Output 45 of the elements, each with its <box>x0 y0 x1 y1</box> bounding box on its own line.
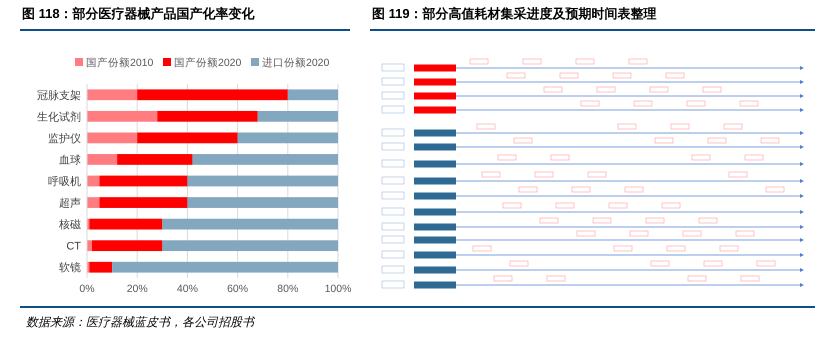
text: 图 119：部分高值耗材集采进度及预期时间表整理 <box>372 6 657 21</box>
y-tick-label: 监护仪 <box>48 132 81 145</box>
x-tick-label: 60% <box>227 283 248 295</box>
y-tick-label: 冠脉支架 <box>37 88 81 102</box>
y-tick-label: 超声 <box>59 196 81 210</box>
legend-label: 国产份额2010 <box>86 56 154 69</box>
bar <box>162 218 338 230</box>
bar <box>87 176 100 186</box>
y-tick-label: 生化试剂 <box>37 110 81 124</box>
y-tick-label: CT <box>66 240 82 253</box>
bar <box>137 89 288 100</box>
bar <box>288 89 338 100</box>
bar <box>162 240 338 252</box>
chart-title: 图 118：部分医疗器械产品国产化率变化 <box>22 6 256 21</box>
x-tick-label: 100% <box>324 283 352 295</box>
bar <box>258 110 338 122</box>
bar <box>90 218 162 230</box>
y-tick-label: 呼吸机 <box>48 175 81 188</box>
legend-label: 进口份额2020 <box>262 56 330 69</box>
x-tick-label: 0% <box>79 283 95 295</box>
x-tick-label: 80% <box>277 283 298 295</box>
x-tick-label: 20% <box>126 283 148 295</box>
x-tick-label: 40% <box>176 283 198 295</box>
bar <box>117 154 192 165</box>
bar <box>92 240 162 252</box>
source-note: 数据来源：医疗器械蓝皮书，各公司招股书 <box>26 315 256 329</box>
bar <box>87 154 118 165</box>
legend-label: 国产份额2020 <box>174 56 242 69</box>
bar <box>87 132 138 144</box>
bar <box>87 197 100 208</box>
bar <box>157 110 258 122</box>
y-tick-label: 血球 <box>59 153 81 166</box>
bar <box>238 132 338 144</box>
bar <box>192 154 338 165</box>
bar <box>187 176 338 186</box>
bar <box>90 262 112 273</box>
bar <box>87 89 138 100</box>
bar <box>137 132 238 144</box>
y-tick-label: 软镜 <box>59 261 81 274</box>
bar <box>87 110 158 122</box>
bar <box>100 176 188 186</box>
y-tick-label: 核磁 <box>58 218 81 232</box>
bar <box>100 197 188 208</box>
bar <box>112 262 338 273</box>
bar <box>187 197 338 208</box>
